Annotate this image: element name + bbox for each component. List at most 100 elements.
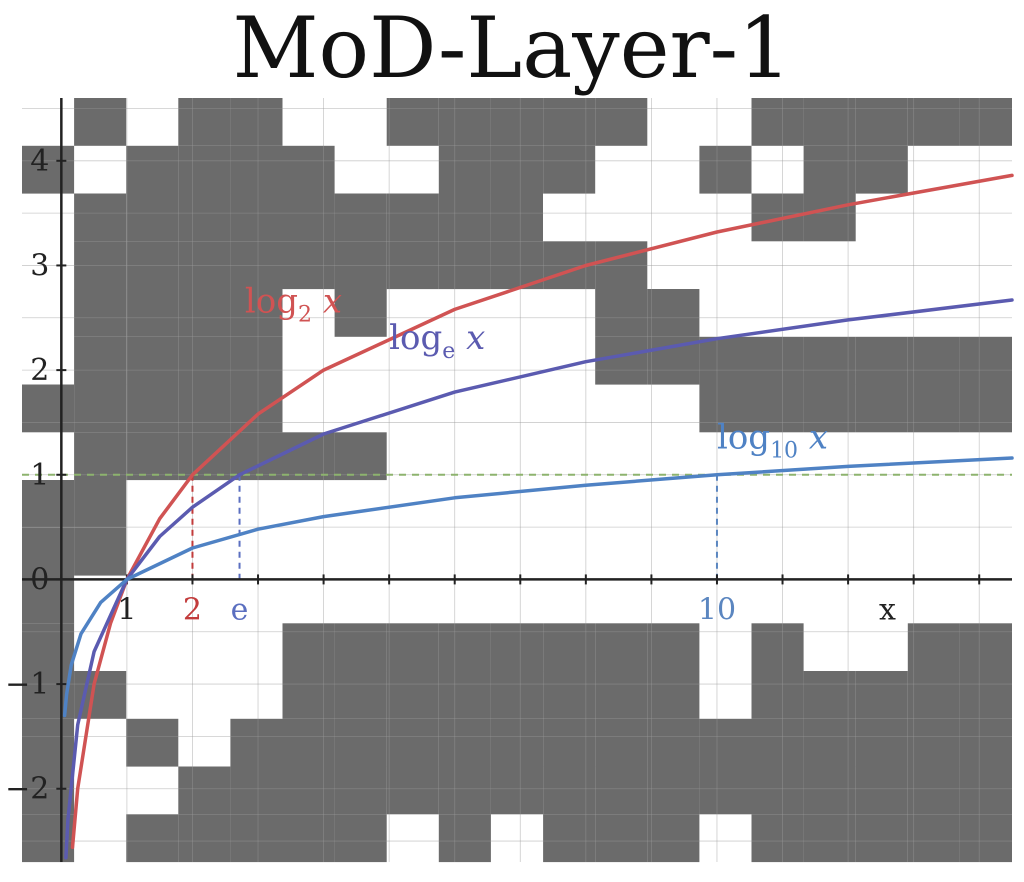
mask-cell xyxy=(907,336,960,385)
x-tick-label: 1 xyxy=(117,592,136,627)
mask-cell xyxy=(334,289,387,337)
mask-cell xyxy=(282,623,335,672)
mask-cell xyxy=(438,671,491,719)
mask-cell xyxy=(907,671,960,719)
mask-cell xyxy=(334,671,387,719)
mask-cell xyxy=(490,671,543,719)
mask-cell xyxy=(74,432,127,481)
x-tick-label: 10 xyxy=(698,592,736,627)
mask-cell xyxy=(543,145,596,194)
mask-cell xyxy=(438,98,491,146)
mask-cell xyxy=(282,193,335,242)
mask-cell xyxy=(855,98,908,146)
mask-cell xyxy=(386,623,439,672)
mask-cell xyxy=(282,766,335,815)
mask-cell xyxy=(438,145,491,194)
mask-cell xyxy=(230,766,283,815)
mask-cell xyxy=(595,766,648,815)
mask-cell xyxy=(126,336,179,385)
mask-cell xyxy=(490,145,543,194)
series-label-10: log10 x xyxy=(717,418,828,464)
mask-cell xyxy=(74,336,127,385)
mask-cell xyxy=(855,671,908,719)
mask-cell xyxy=(490,623,543,672)
mask-cell xyxy=(74,193,127,242)
mask-cell xyxy=(126,384,179,433)
mask-cell xyxy=(543,98,596,146)
mask-cell xyxy=(595,718,648,767)
mask-cell xyxy=(751,623,804,672)
mask-cell xyxy=(74,480,127,528)
mask-cell xyxy=(959,814,1012,863)
mask-cell xyxy=(647,623,700,672)
mask-cell xyxy=(803,384,856,433)
mask-cell xyxy=(230,193,283,242)
mask-cell xyxy=(282,145,335,194)
mask-cell xyxy=(543,718,596,767)
mask-cell xyxy=(334,766,387,815)
mask-cell xyxy=(855,766,908,815)
mask-cell xyxy=(438,814,491,863)
mask-cell xyxy=(699,384,752,433)
mask-cell xyxy=(230,98,283,146)
mask-cell xyxy=(595,623,648,672)
series-line-10 xyxy=(62,456,1014,718)
y-tick-label: 1 xyxy=(30,458,49,493)
mask-cell xyxy=(22,145,75,194)
mask-cell xyxy=(803,718,856,767)
mask-cell xyxy=(855,718,908,767)
series-line-e xyxy=(64,298,1014,860)
mask-cell xyxy=(907,384,960,433)
mask-cell xyxy=(751,384,804,433)
mask-cell xyxy=(22,527,75,576)
mask-cell xyxy=(699,336,752,385)
mask-cell xyxy=(751,671,804,719)
mask-cell xyxy=(595,671,648,719)
mask-cell xyxy=(595,98,648,146)
mask-cell xyxy=(386,671,439,719)
mask-cell xyxy=(74,289,127,337)
series-lines xyxy=(62,173,1014,860)
mask-cell xyxy=(803,145,856,194)
mask-cell xyxy=(178,193,231,242)
mask-cell xyxy=(855,336,908,385)
mask-cell xyxy=(699,145,752,194)
mask-cell xyxy=(490,766,543,815)
mask-cell xyxy=(803,193,856,242)
mask-cell xyxy=(907,718,960,767)
mask-cell xyxy=(751,98,804,146)
mask-cell xyxy=(490,718,543,767)
mask-cell xyxy=(230,718,283,767)
mask-cell xyxy=(334,718,387,767)
mask-cell xyxy=(699,718,752,767)
mask-cell xyxy=(126,814,179,863)
mask-cell xyxy=(647,671,700,719)
mask-cell xyxy=(751,814,804,863)
mask-cell xyxy=(178,432,231,481)
mask-cell xyxy=(855,814,908,863)
mask-cell xyxy=(230,145,283,194)
mask-cell xyxy=(543,766,596,815)
mask-cell xyxy=(230,384,283,433)
y-tick-label: 0 xyxy=(30,562,49,597)
mask-cell xyxy=(907,766,960,815)
mask-cell xyxy=(230,814,283,863)
mask-cell xyxy=(959,718,1012,767)
mask-cell xyxy=(178,766,231,815)
mask-cell xyxy=(334,623,387,672)
mask-cell xyxy=(22,623,75,672)
mask-cell xyxy=(22,718,75,767)
mask-cell xyxy=(543,671,596,719)
y-tick-label: 4 xyxy=(30,144,49,179)
mask-cell xyxy=(230,432,283,481)
mask-cell xyxy=(22,480,75,528)
mask-cell xyxy=(803,98,856,146)
mask-cell xyxy=(74,527,127,576)
mask-cell xyxy=(126,145,179,194)
mask-cell xyxy=(438,193,491,242)
mask-cell xyxy=(22,575,75,624)
mask-cell xyxy=(386,193,439,242)
mask-cell xyxy=(803,336,856,385)
